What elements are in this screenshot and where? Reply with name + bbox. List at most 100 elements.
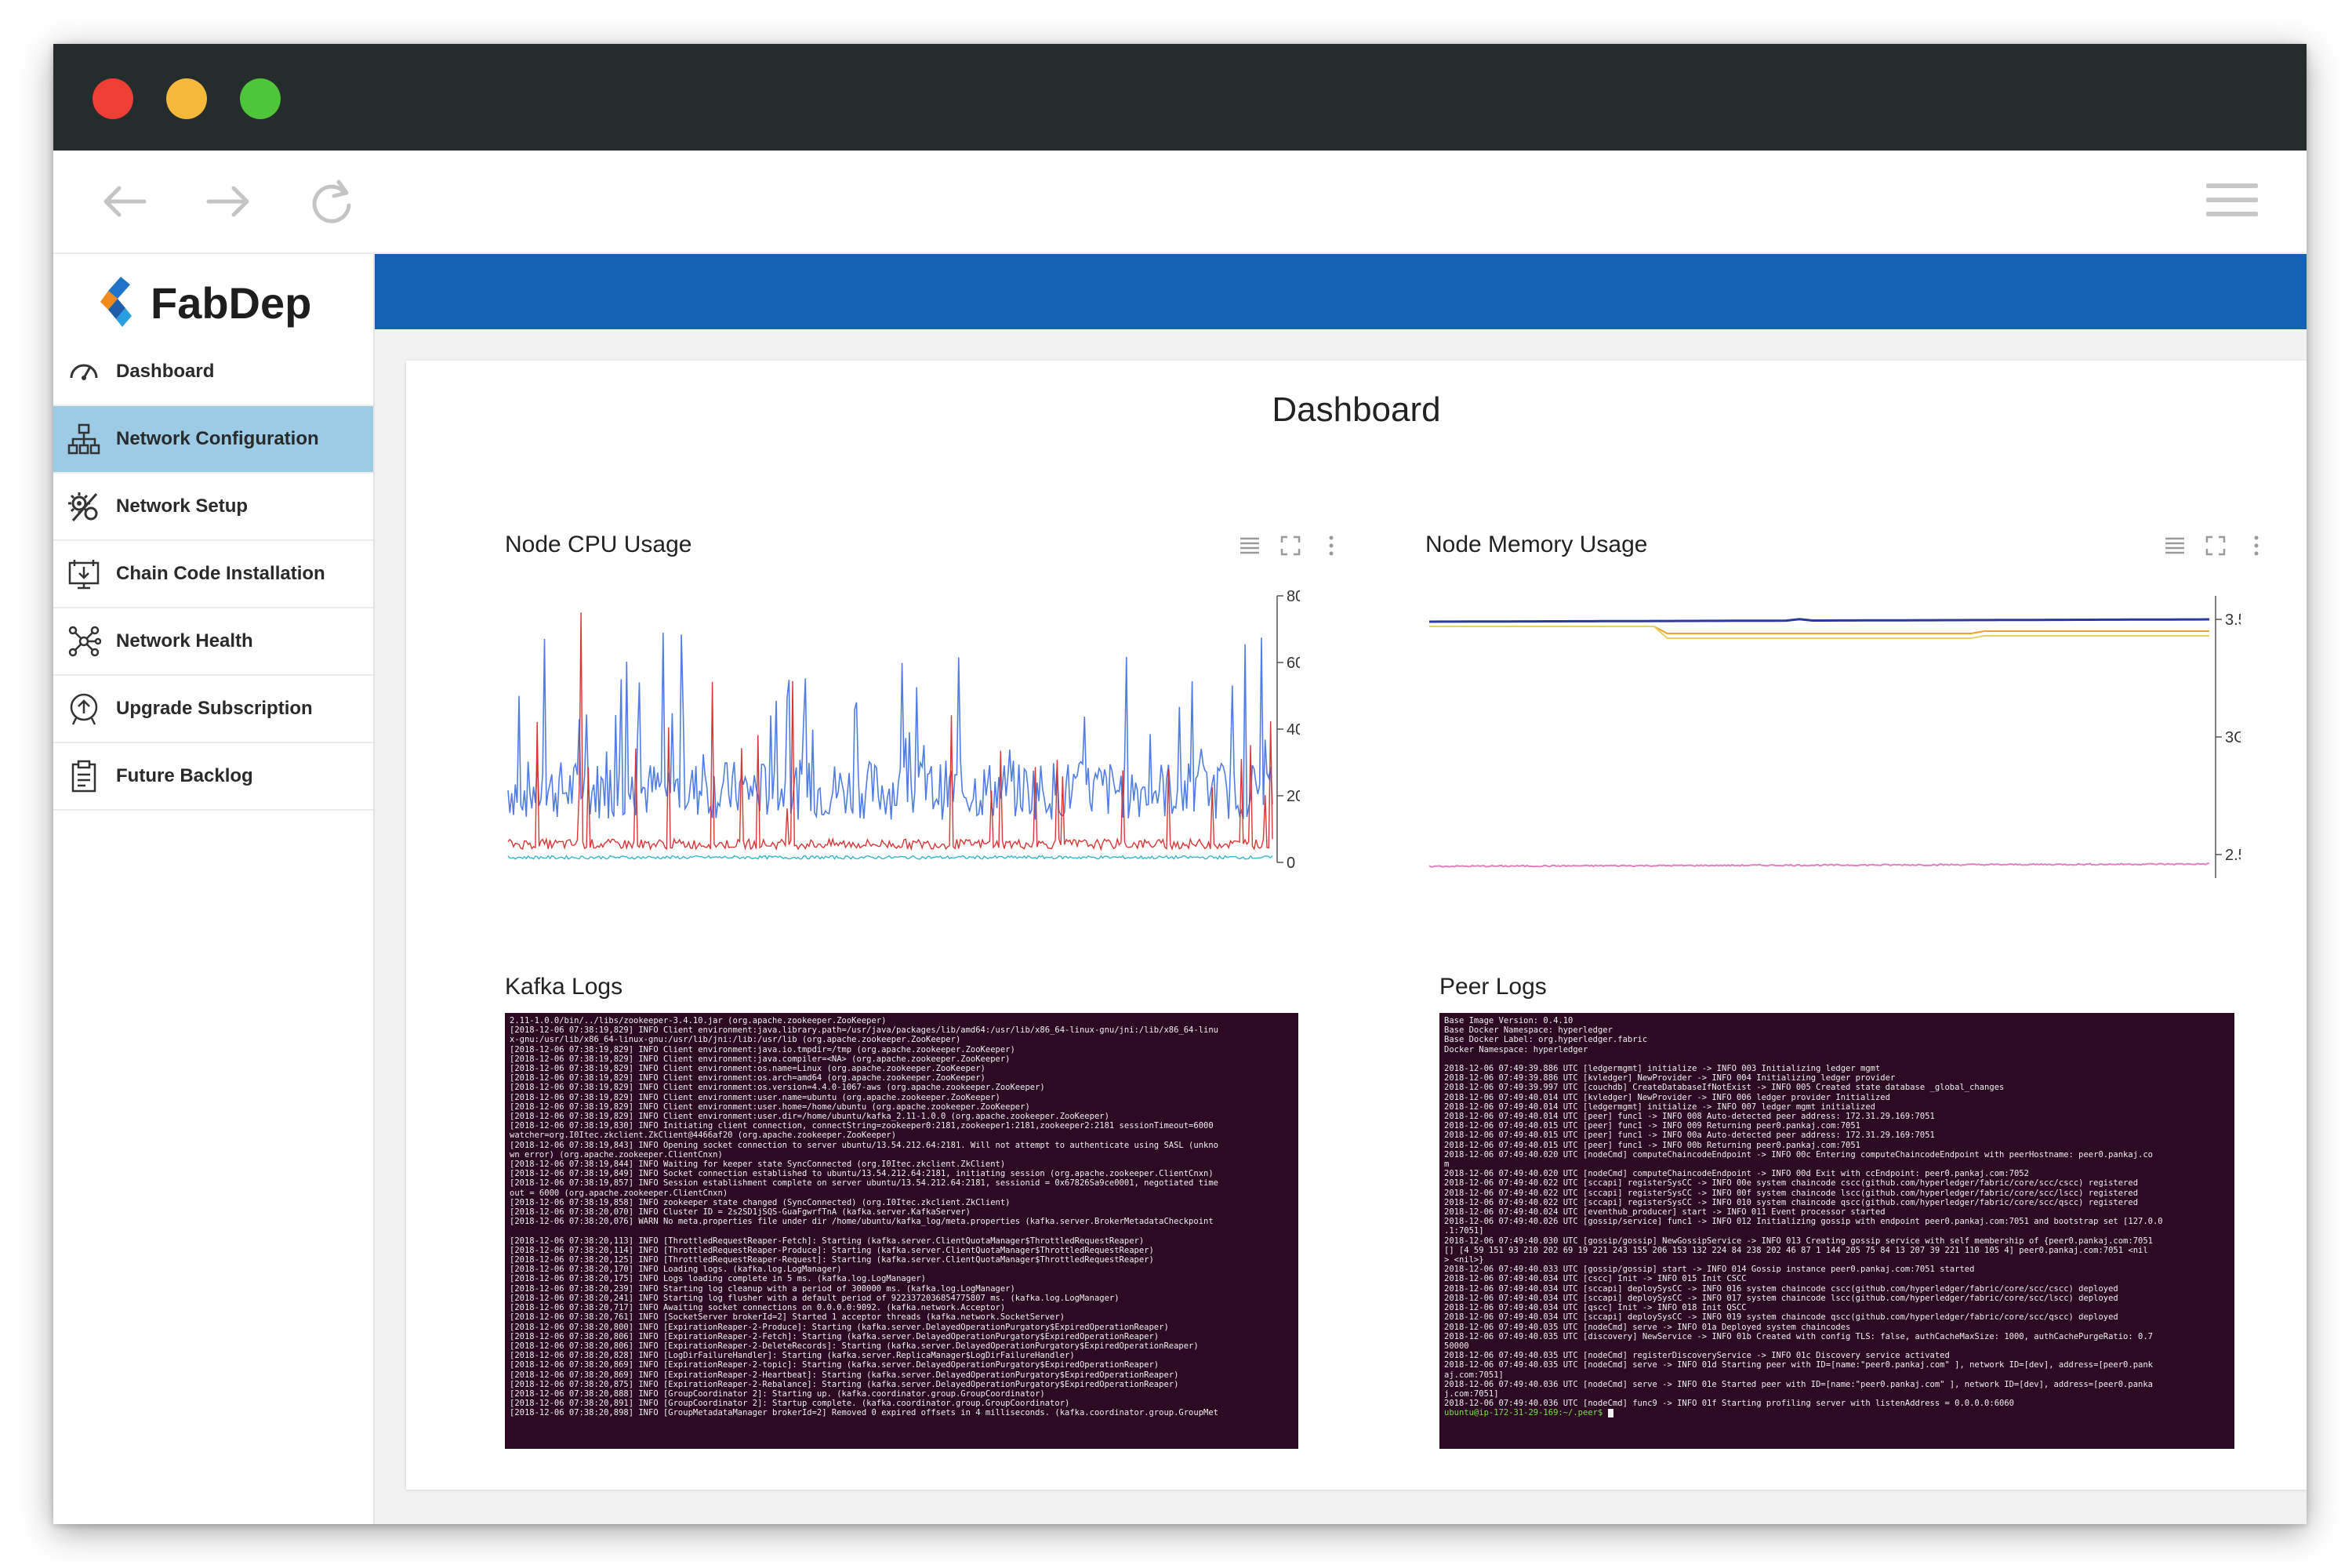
close-window-button[interactable]: [93, 78, 133, 119]
log-line: 2018-12-06 07:49:39.997 UTC [couchdb] Cr…: [1444, 1083, 2005, 1093]
sidebar-item-network-configuration[interactable]: Network Configuration: [53, 406, 373, 474]
log-line: [2018-12-06 07:38:20,875] INFO [Expirati…: [510, 1379, 1179, 1389]
sidebar-item-label: Network Setup: [116, 495, 249, 517]
log-line: 2018-12-06 07:49:40.034 UTC [sccapi] dep…: [1444, 1312, 2118, 1323]
log-line: 2018-12-06 07:49:40.014 UTC [kvledger] N…: [1444, 1092, 1890, 1102]
log-line: aj.com:7051]: [1444, 1370, 1504, 1380]
peer-logs-terminal[interactable]: Base Image Version: 0.4.10 Base Docker N…: [1439, 1013, 2234, 1449]
log-line: 2018-12-06 07:49:39.886 UTC [ledgermgmt]…: [1444, 1064, 1881, 1074]
sidebar-item-network-setup[interactable]: Network Setup: [53, 474, 373, 541]
log-line: 2018-12-06 07:49:40.034 UTC [cscc] Init …: [1444, 1274, 1747, 1284]
back-button[interactable]: [97, 174, 152, 229]
reload-button[interactable]: [304, 174, 359, 229]
y-tick-label: 3.5G: [2225, 612, 2241, 629]
log-line: [2018-12-06 07:38:19,858] INFO zookeeper…: [510, 1197, 1011, 1207]
log-line: [2018-12-06 07:38:20,170] INFO Loading l…: [510, 1265, 842, 1275]
hamburger-line: [2206, 212, 2258, 216]
log-line: 2018-12-06 07:49:40.035 UTC [nodeCmd] se…: [1444, 1360, 2153, 1370]
log-line: [2018-12-06 07:38:19,844] INFO Waiting f…: [510, 1160, 1006, 1170]
hamburger-menu-button[interactable]: [2206, 183, 2258, 221]
memory-series-line: [1429, 626, 2209, 634]
hamburger-menu-icon: [2206, 183, 2258, 188]
log-line: [2018-12-06 07:38:20,806] INFO [Expirati…: [510, 1331, 1160, 1341]
log-line: 2.11-1.0.0/bin/../libs/zookeeper-3.4.10.…: [510, 1016, 887, 1025]
terminal-prompt: ubuntu@ip-172-31-29-169:~/.peer$: [1444, 1408, 2230, 1417]
list-view-icon[interactable]: [2162, 533, 2187, 558]
log-line: Base Docker Label: org.hyperledger.fabri…: [1444, 1035, 1648, 1045]
log-line: 2018-12-06 07:49:40.022 UTC [sccapi] reg…: [1444, 1197, 2139, 1207]
log-line: [2018-12-06 07:38:20,869] INFO [Expirati…: [510, 1360, 1160, 1370]
more-options-icon[interactable]: [2244, 533, 2269, 558]
log-line: wn error) (org.apache.zookeeper.ClientCn…: [510, 1149, 723, 1160]
sidebar-item-dashboard[interactable]: Dashboard: [53, 339, 373, 406]
forward-button[interactable]: [201, 174, 256, 229]
sidebar: FabDep Dashboard Network Configuration N…: [53, 254, 375, 1524]
y-tick-label: 600M: [1287, 655, 1300, 672]
hamburger-line: [2206, 198, 2258, 202]
cpu-panel-toolbar: [1237, 533, 1344, 558]
log-line: > <nil>}: [1444, 1255, 1484, 1265]
page-title: Dashboard: [1272, 390, 1441, 429]
list-view-icon[interactable]: [1237, 533, 1262, 558]
log-line: 2018-12-06 07:49:40.022 UTC [sccapi] reg…: [1444, 1178, 2139, 1189]
log-line: [2018-12-06 07:38:20,175] INFO Logs load…: [510, 1274, 927, 1284]
log-line: [2018-12-06 07:38:20,241] INFO Starting …: [510, 1293, 1120, 1303]
log-line: [2018-12-06 07:38:20,891] INFO [GroupCoo…: [510, 1399, 1070, 1409]
sidebar-item-label: Future Backlog: [116, 765, 253, 786]
maximize-window-button[interactable]: [240, 78, 281, 119]
sidebar-item-label: Network Configuration: [116, 428, 319, 449]
log-line: [2018-12-06 07:38:19,829] INFO Client en…: [510, 1044, 1015, 1054]
memory-usage-chart: 3.5G 3G 2.5G: [1428, 596, 2241, 878]
reload-icon: [312, 180, 351, 223]
peer-logs-title: Peer Logs: [1439, 974, 1547, 1000]
sidebar-item-chain-code-installation[interactable]: Chain Code Installation: [53, 541, 373, 608]
header-accent-bar: [375, 254, 2307, 329]
log-line: 2018-12-06 07:49:40.033 UTC [gossip/goss…: [1444, 1265, 1975, 1275]
y-tick-label: 3G: [2225, 729, 2241, 746]
log-line: [2018-12-06 07:38:20,125] INFO [Throttle…: [510, 1255, 1154, 1265]
log-line: .1:7051]: [1444, 1226, 1484, 1236]
monitor-install-icon: [64, 554, 103, 593]
log-line: [2018-12-06 07:38:19,829] INFO Client en…: [510, 1112, 1109, 1122]
sidebar-item-upgrade-subscription[interactable]: Upgrade Subscription: [53, 676, 373, 743]
kafka-logs-terminal[interactable]: 2.11-1.0.0/bin/../libs/zookeeper-3.4.10.…: [505, 1013, 1298, 1449]
fabdep-logo-icon: [100, 277, 132, 327]
log-line: [2018-12-06 07:38:19,829] INFO Client en…: [510, 1054, 1011, 1064]
sidebar-item-network-health[interactable]: Network Health: [53, 608, 373, 676]
log-line: 2018-12-06 07:49:40.034 UTC [qscc] Init …: [1444, 1303, 1747, 1313]
memory-panel-toolbar: [2162, 533, 2269, 558]
log-line: 2018-12-06 07:49:40.015 UTC [peer] func1…: [1444, 1131, 1935, 1141]
sidebar-item-label: Chain Code Installation: [116, 563, 325, 584]
cpu-panel-title: Node CPU Usage: [505, 532, 692, 557]
brand-name: FabDep: [151, 278, 312, 328]
log-line: 2018-12-06 07:49:40.015 UTC [peer] func1…: [1444, 1140, 1861, 1150]
log-line: [2018-12-06 07:38:19,830] INFO Initiatin…: [510, 1121, 1214, 1131]
log-line: Base Image Version: 0.4.10: [1444, 1016, 1573, 1025]
minimize-window-button[interactable]: [166, 78, 207, 119]
fullscreen-icon[interactable]: [2203, 533, 2228, 558]
log-line: 2018-12-06 07:49:40.015 UTC [peer] func1…: [1444, 1121, 1861, 1131]
log-line: 2018-12-06 07:49:40.014 UTC [ledgermgmt]…: [1444, 1102, 1875, 1112]
log-line: [2018-12-06 07:38:20,113] INFO [Throttle…: [510, 1236, 1145, 1246]
log-line: [1444, 1054, 2230, 1064]
log-line: 2018-12-06 07:49:40.036 UTC [nodeCmd] se…: [1444, 1379, 2153, 1389]
sidebar-menu: Dashboard Network Configuration Network …: [53, 339, 373, 811]
log-line: [2018-12-06 07:38:20,717] INFO Awaiting …: [510, 1303, 1006, 1313]
sidebar-item-future-backlog[interactable]: Future Backlog: [53, 743, 373, 811]
main-content: Dashboard Node CPU Usage 800M 600M 400M 200…: [375, 254, 2307, 1524]
log-line: 2018-12-06 07:49:40.030 UTC [gossip/goss…: [1444, 1236, 2153, 1246]
browser-window: FabDep Dashboard Network Configuration N…: [53, 44, 2307, 1524]
fullscreen-icon[interactable]: [1278, 533, 1303, 558]
terminal-cursor: [1607, 1408, 1613, 1417]
log-line: Base Docker Namespace: hyperledger: [1444, 1025, 1613, 1036]
log-line: [2018-12-06 07:38:19,849] INFO Socket co…: [510, 1169, 1214, 1179]
more-options-icon[interactable]: [1319, 533, 1344, 558]
cpu-series-line: [507, 855, 1273, 860]
kafka-logs-title: Kafka Logs: [505, 974, 623, 1000]
brand-logo[interactable]: FabDep: [97, 271, 311, 334]
cpu-usage-chart: 800M 600M 400M 200M 0: [507, 588, 1300, 872]
y-tick-label: 0: [1287, 855, 1295, 872]
log-line: [2018-12-06 07:38:19,829] INFO Client en…: [510, 1092, 1000, 1102]
log-line: [2018-12-06 07:38:19,843] INFO Opening s…: [510, 1140, 1218, 1150]
memory-series-line: [1428, 862, 2210, 868]
